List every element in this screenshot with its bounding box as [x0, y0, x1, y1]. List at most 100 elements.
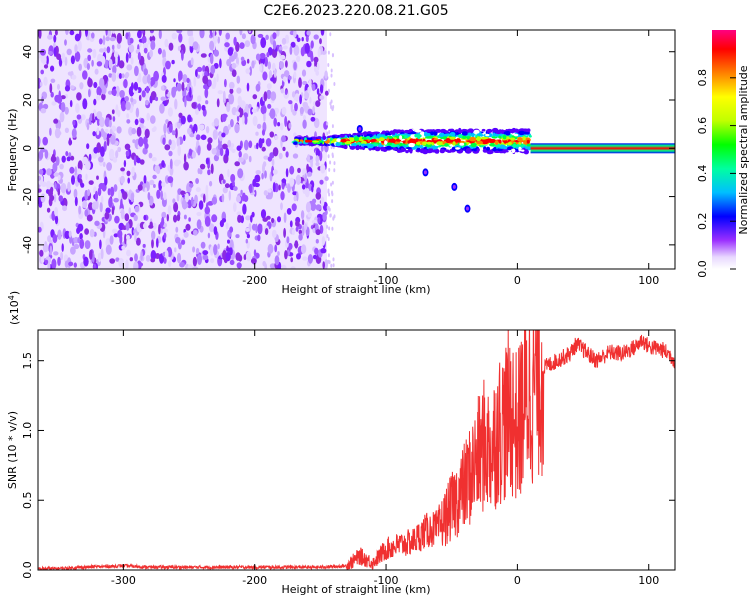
heatmap-noise-cell [244, 40, 251, 48]
heatmap-noise-cell [69, 85, 75, 90]
heatmap-noise-cell [243, 112, 249, 119]
heatmap-noise-cell [87, 48, 93, 53]
heatmap-noise-cell [136, 237, 141, 246]
heatmap-noise-cell [211, 196, 218, 205]
heatmap-signal-cell [389, 130, 395, 135]
heatmap-noise-cell [235, 252, 241, 261]
heatmap-noise-cell [245, 68, 251, 74]
spectrogram-xtick-label: -300 [111, 274, 136, 287]
heatmap-noise-edge-cell [327, 253, 330, 258]
heatmap-noise-cell [281, 135, 286, 143]
heatmap-signal-cell [487, 138, 492, 142]
heatmap-noise-cell [293, 71, 297, 79]
heatmap-noise-cell [75, 103, 80, 114]
heatmap-noise-cell [222, 90, 226, 102]
heatmap-noise-cell [50, 78, 56, 84]
heatmap-noise-edge-cell [327, 154, 330, 159]
heatmap-noise-cell [209, 53, 214, 65]
heatmap-noise-cell [197, 95, 202, 102]
heatmap-noise-cell [98, 38, 103, 45]
heatmap-noise-cell [292, 153, 299, 159]
heatmap-noise-cell [136, 126, 142, 137]
heatmap-noise-cell [221, 218, 227, 223]
heatmap-noise-cell [39, 249, 44, 257]
heatmap-noise-cell [212, 129, 218, 140]
heatmap-signal-cell [491, 136, 498, 139]
heatmap-noise-cell [305, 35, 309, 42]
heatmap-noise-cell [324, 70, 328, 79]
heatmap-noise-cell [91, 59, 94, 67]
heatmap-noise-cell [164, 250, 169, 259]
heatmap-noise-cell [182, 74, 188, 83]
heatmap-noise-cell [293, 30, 297, 38]
heatmap-noise-cell [106, 30, 112, 37]
heatmap-signal-cell [516, 144, 520, 147]
heatmap-noise-cell [199, 169, 203, 175]
heatmap-noise-cell [56, 95, 63, 104]
heatmap-noise-cell [236, 211, 242, 216]
heatmap-noise-cell [177, 45, 181, 52]
heatmap-noise-cell [310, 202, 317, 212]
heatmap-noise-cell [259, 64, 262, 73]
heatmap-noise-cell [61, 52, 66, 63]
heatmap-signal-cell [307, 137, 313, 141]
heatmap-noise-cell [227, 169, 230, 178]
heatmap-noise-cell [99, 239, 102, 250]
heatmap-noise-cell [69, 100, 73, 108]
heatmap-noise-cell [216, 73, 219, 83]
heatmap-noise-cell [38, 150, 44, 160]
heatmap-noise-cell [243, 139, 249, 151]
heatmap-noise-cell [110, 134, 116, 145]
heatmap-noise-cell [200, 134, 207, 141]
heatmap-noise-cell [203, 84, 207, 90]
heatmap-noise-cell [213, 226, 218, 236]
heatmap-noise-cell [96, 86, 102, 97]
heatmap-noise-cell [231, 69, 237, 77]
heatmap-noise-cell [195, 69, 198, 78]
heatmap-noise-cell [204, 191, 209, 203]
heatmap-noise-cell [307, 154, 310, 163]
heatmap-noise-cell [53, 172, 59, 177]
heatmap-noise-cell [239, 42, 245, 49]
heatmap-noise-cell [71, 175, 75, 185]
heatmap-noise-cell [250, 258, 257, 264]
heatmap-noise-cell [294, 240, 299, 249]
heatmap-noise-edge-cell [333, 161, 336, 166]
heatmap-noise-edge-cell [331, 152, 334, 157]
colorbar-tick-label: 0.6 [696, 117, 709, 135]
heatmap-noise-cell [115, 54, 118, 66]
heatmap-noise-cell [267, 103, 272, 109]
heatmap-noise-cell [100, 248, 104, 260]
heatmap-noise-cell [233, 202, 237, 213]
heatmap-signal-cell [405, 150, 409, 154]
heatmap-noise-cell [177, 122, 181, 129]
heatmap-noise-cell [272, 182, 276, 193]
heatmap-noise-cell [42, 136, 48, 146]
heatmap-noise-cell [154, 96, 159, 102]
heatmap-noise-cell [217, 36, 220, 44]
spectrogram-xtick-label: 0 [514, 274, 521, 287]
heatmap-noise-cell [277, 122, 281, 127]
heatmap-noise-cell [290, 266, 296, 269]
heatmap-noise-cell [129, 257, 133, 262]
heatmap-noise-cell [40, 181, 47, 187]
heatmap-noise-cell [152, 222, 157, 230]
heatmap-signal-cell [495, 130, 502, 135]
heatmap-noise-cell [213, 49, 219, 57]
heatmap-noise-cell [145, 254, 151, 262]
heatmap-noise-cell [47, 34, 53, 40]
heatmap-noise-cell [200, 53, 207, 58]
heatmap-noise-edge-cell [330, 73, 333, 78]
heatmap-noise-cell [312, 198, 317, 204]
heatmap-noise-cell [213, 62, 219, 69]
heatmap-noise-cell [128, 191, 131, 197]
heatmap-noise-cell [211, 83, 216, 90]
heatmap-noise-cell [183, 153, 187, 164]
heatmap-noise-cell [190, 57, 194, 66]
heatmap-noise-cell [303, 102, 309, 113]
heatmap-noise-cell [59, 111, 65, 123]
heatmap-signal-cell [452, 146, 456, 151]
heatmap-noise-cell [151, 157, 157, 162]
heatmap-noise-cell [173, 201, 179, 213]
